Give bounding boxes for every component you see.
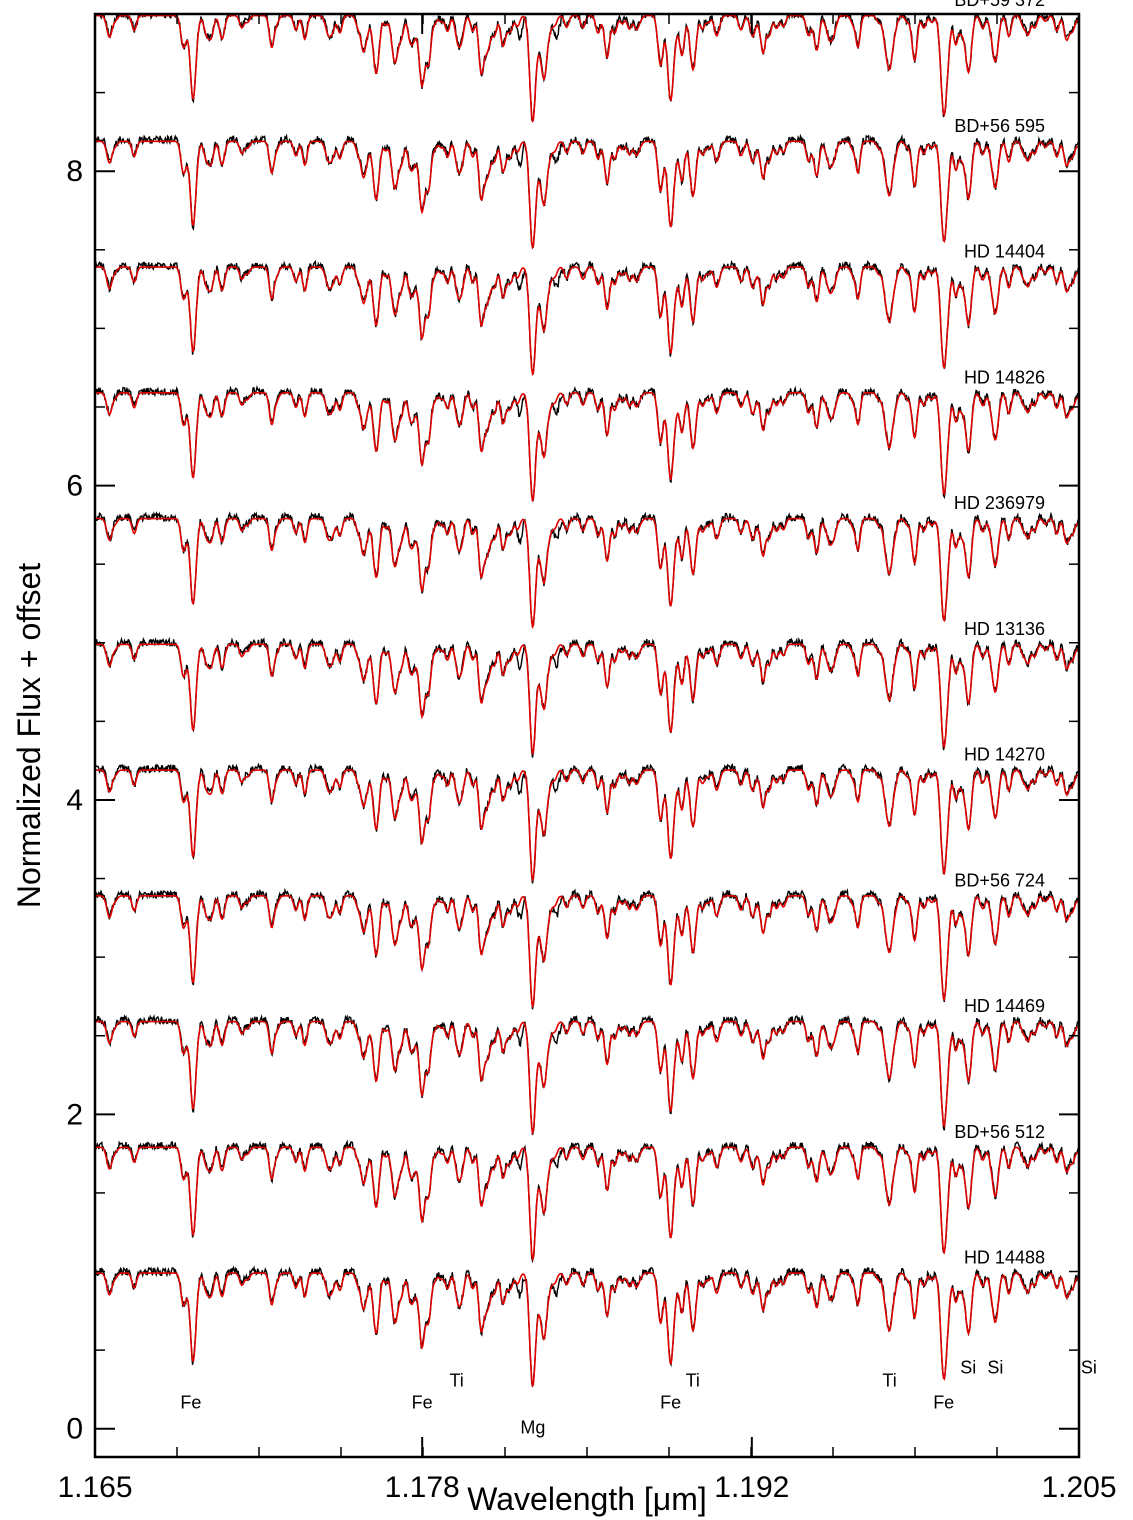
model-spectrum-line: [95, 392, 1079, 503]
x-tick-label: 1.205: [1041, 1471, 1116, 1504]
model-spectrum-line: [95, 14, 1079, 124]
spectrum-10: [95, 1265, 1079, 1388]
star-label: HD 14826: [964, 367, 1045, 387]
model-spectrum-line: [95, 895, 1079, 1009]
line-id-label-si: Si: [987, 1358, 1003, 1378]
y-axis-title: Normalized Flux + offset: [11, 563, 47, 908]
spectrum-4: [95, 511, 1079, 630]
x-tick-label: 1.178: [385, 1471, 460, 1504]
model-spectrum-line: [95, 140, 1079, 250]
line-id-label-ti: Ti: [449, 1370, 463, 1390]
model-spectrum-line: [95, 266, 1079, 377]
spectrum-7: [95, 887, 1079, 1010]
spectrum-2: [95, 259, 1079, 377]
line-id-label-si: Si: [1081, 1358, 1097, 1378]
line-id-label-fe: Fe: [412, 1392, 433, 1412]
line-id-label-si: Si: [960, 1358, 976, 1378]
x-tick-label: 1.192: [714, 1471, 789, 1504]
line-id-label-fe: Fe: [660, 1392, 681, 1412]
y-tick-label: 2: [66, 1098, 83, 1131]
spectrum-1: [95, 133, 1079, 250]
star-label: HD 236979: [954, 493, 1045, 513]
y-tick-label: 0: [66, 1413, 83, 1446]
y-tick-label: 8: [66, 155, 83, 188]
spectrum-6: [95, 762, 1079, 884]
model-spectrum-line: [95, 517, 1079, 630]
star-label: HD 14270: [964, 745, 1045, 765]
star-label: HD 14404: [964, 242, 1045, 262]
star-label: BD+56 595: [954, 116, 1045, 136]
star-labels: BD+59 372 BD+56 595 HD 14404 HD 14826 HD 236…: [954, 0, 1045, 1268]
spectrum-5: [95, 636, 1079, 758]
line-id-label-mg: Mg: [520, 1417, 545, 1437]
line-id-label-ti: Ti: [882, 1370, 896, 1390]
star-label: BD+59 372: [954, 0, 1045, 10]
star-label: BD+56 724: [954, 870, 1045, 890]
star-label: HD 14488: [964, 1248, 1045, 1268]
star-label: HD 13136: [964, 619, 1045, 639]
line-id-label-ti: Ti: [686, 1370, 700, 1390]
model-spectrum-line: [95, 769, 1079, 883]
star-label: HD 14469: [964, 996, 1045, 1016]
line-id-label-fe: Fe: [180, 1392, 201, 1412]
x-tick-label: 1.165: [57, 1471, 132, 1504]
spectrum-9: [95, 1139, 1079, 1264]
y-tick-label: 4: [66, 784, 83, 817]
spectrum-0: [95, 14, 1079, 124]
spectra-layer: [95, 14, 1079, 1388]
star-label: BD+56 512: [954, 1122, 1045, 1142]
spectrum-3: [95, 385, 1079, 503]
y-tick-label: 6: [66, 470, 83, 503]
line-id-label-fe: Fe: [933, 1392, 954, 1412]
ticks-layer: 1.165 1.178 1.192 1.205 0 2 4 6 8: [57, 14, 1117, 1504]
model-spectrum-line: [95, 1272, 1079, 1388]
spectrum-8: [95, 1014, 1079, 1136]
plot-frame: [93, 12, 1081, 1459]
model-spectrum-line: [95, 1146, 1079, 1262]
model-spectrum-line: [95, 1020, 1079, 1135]
x-axis-title: Wavelength [μm]: [467, 1481, 707, 1517]
model-spectrum-line: [95, 643, 1079, 756]
